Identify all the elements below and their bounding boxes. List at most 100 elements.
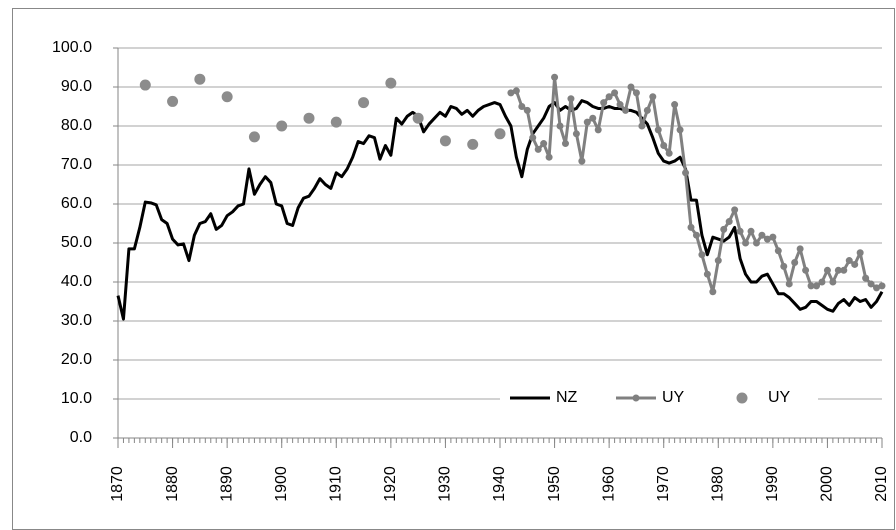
x-tick-label: 1930	[437, 466, 454, 502]
point	[358, 97, 370, 109]
point	[692, 231, 700, 239]
point	[725, 218, 733, 226]
point	[561, 140, 569, 148]
x-tick-label: 1910	[328, 466, 345, 502]
point	[594, 126, 602, 134]
point	[654, 126, 662, 134]
x-tick-label: 1920	[382, 466, 399, 502]
point	[698, 251, 706, 259]
point	[731, 206, 739, 214]
point	[276, 120, 288, 132]
x-tick-label: 1890	[218, 466, 235, 502]
point	[769, 233, 777, 241]
point	[600, 99, 608, 107]
point	[736, 227, 744, 235]
point	[752, 239, 760, 247]
point	[551, 73, 559, 81]
y-tick-label: 50.0	[61, 234, 92, 251]
point	[856, 249, 864, 257]
point	[439, 135, 451, 147]
point	[572, 130, 580, 138]
point	[774, 247, 782, 255]
point	[878, 282, 886, 290]
point	[523, 106, 531, 114]
point	[512, 87, 520, 95]
point	[807, 282, 815, 290]
point	[867, 280, 875, 288]
x-tick-label: 2010	[873, 466, 890, 502]
point	[221, 91, 233, 103]
point	[540, 140, 548, 148]
point	[567, 95, 575, 103]
x-tick-label: 1880	[164, 466, 181, 502]
point	[802, 266, 810, 274]
y-tick-label: 30.0	[61, 312, 92, 329]
legend-marker	[632, 394, 640, 402]
legend-box	[500, 384, 818, 412]
point	[747, 227, 755, 235]
point	[780, 262, 788, 270]
y-tick-label: 60.0	[61, 195, 92, 212]
point	[303, 112, 315, 124]
point	[494, 128, 506, 140]
legend-label: NZ	[556, 389, 578, 406]
point	[649, 93, 657, 101]
x-tick-label: 1950	[546, 466, 563, 502]
y-tick-label: 70.0	[61, 156, 92, 173]
point	[194, 73, 206, 85]
point	[796, 245, 804, 253]
point	[671, 101, 679, 109]
point	[605, 93, 613, 101]
y-tick-label: 20.0	[61, 351, 92, 368]
y-tick-label: 100.0	[52, 39, 92, 56]
point	[385, 77, 397, 89]
point	[687, 223, 695, 231]
point	[676, 126, 684, 134]
point	[720, 225, 728, 233]
point	[139, 79, 151, 91]
y-tick-label: 40.0	[61, 273, 92, 290]
point	[583, 118, 591, 126]
chart-border	[12, 8, 895, 530]
point	[534, 145, 542, 153]
legend-marker	[736, 392, 748, 404]
y-tick-label: 90.0	[61, 78, 92, 95]
series-line	[116, 99, 884, 321]
point	[589, 114, 597, 122]
point	[529, 134, 537, 142]
point	[330, 116, 342, 128]
point	[829, 278, 837, 286]
y-tick-label: 0.0	[70, 429, 92, 446]
point	[840, 266, 848, 274]
point	[763, 235, 771, 243]
point	[742, 239, 750, 247]
point	[703, 270, 711, 278]
point	[873, 284, 881, 292]
point	[412, 112, 424, 124]
point	[467, 138, 479, 150]
point	[834, 266, 842, 274]
point	[643, 106, 651, 114]
point	[785, 280, 793, 288]
point	[545, 153, 553, 161]
x-tick-label: 1870	[109, 466, 126, 502]
point	[507, 89, 515, 97]
point	[791, 259, 799, 266]
y-tick-label: 80.0	[61, 117, 92, 134]
point	[845, 257, 853, 265]
point	[167, 95, 179, 107]
point	[556, 122, 564, 130]
point	[709, 288, 717, 296]
x-tick-label: 1980	[710, 466, 727, 502]
point	[622, 106, 630, 114]
x-tick-label: 1990	[764, 466, 781, 502]
point	[818, 278, 826, 286]
point	[616, 101, 624, 109]
legend-label: UY	[768, 389, 791, 406]
point	[248, 131, 260, 143]
point	[518, 103, 526, 110]
point	[660, 142, 668, 149]
x-tick-label: 2000	[819, 466, 836, 502]
point	[682, 169, 690, 177]
